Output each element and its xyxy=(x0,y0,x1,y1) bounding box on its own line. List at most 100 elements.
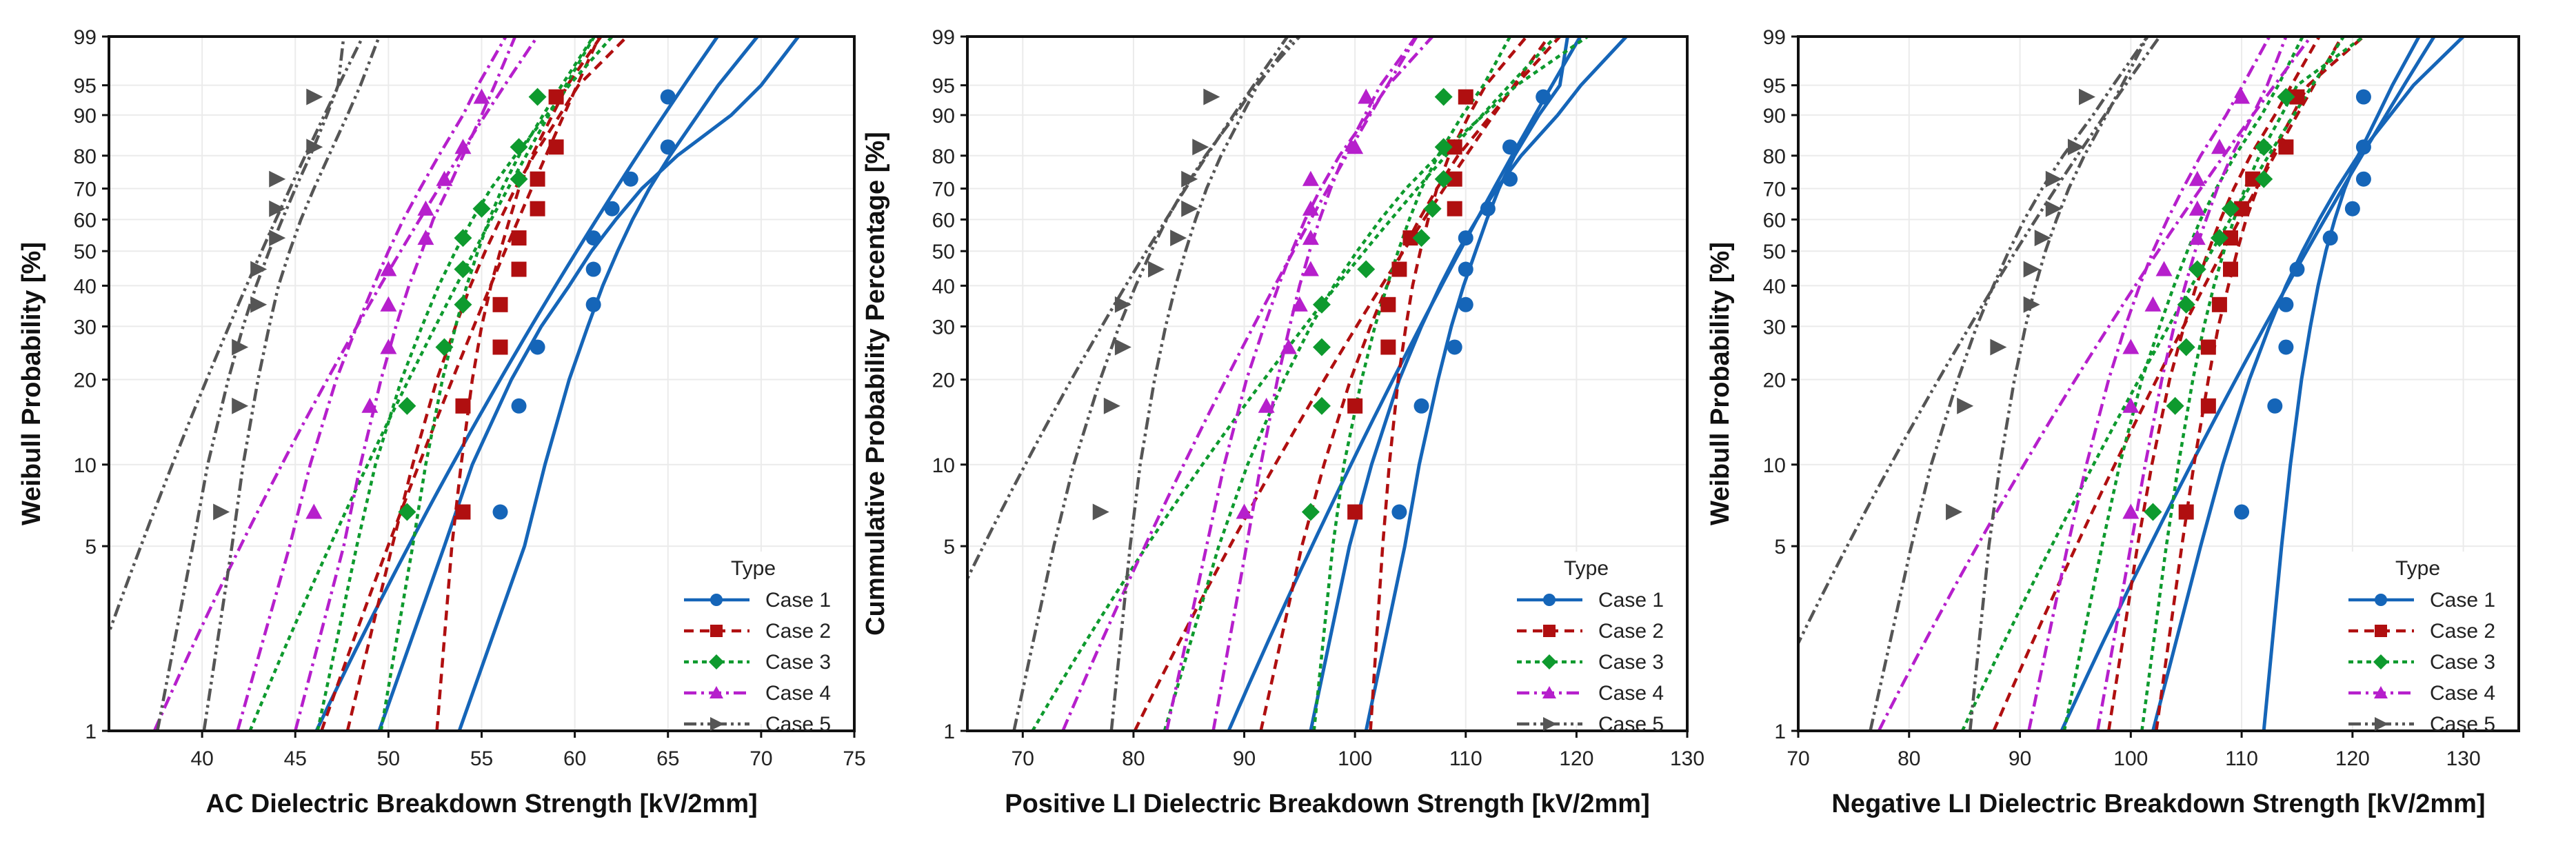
series-2-point-4 xyxy=(2211,296,2227,312)
legend-box xyxy=(2342,552,2510,724)
legend-marker-3 xyxy=(1542,654,1557,669)
series-2-bound-upper xyxy=(345,37,628,731)
series-4-point-4 xyxy=(380,296,397,312)
series-1-point-7 xyxy=(2344,201,2360,216)
series-2-bound-lower xyxy=(435,37,603,731)
series-4-point-8 xyxy=(436,170,453,186)
series-markers xyxy=(213,88,676,521)
y-tick-label: 95 xyxy=(74,75,97,98)
series-2-point-7 xyxy=(2234,201,2250,216)
legend-marker-5 xyxy=(2375,717,2388,731)
series-4-bound-upper xyxy=(2027,37,2271,731)
legend-title: Type xyxy=(1564,557,1609,580)
series-3-point-9 xyxy=(510,138,528,157)
series-1-fit-line xyxy=(314,37,719,731)
series-5-point-6 xyxy=(269,230,286,247)
series-1-point-4 xyxy=(585,296,601,312)
series-1-point-5 xyxy=(585,261,601,277)
y-tick-label: 5 xyxy=(85,536,97,558)
series-5-point-4 xyxy=(1114,296,1131,313)
series-1-point-6 xyxy=(585,230,601,246)
x-tick-label: 75 xyxy=(843,747,865,770)
series-4-point-3 xyxy=(1280,339,1297,354)
series-5-point-8 xyxy=(2045,170,2062,188)
series-3-point-10 xyxy=(1434,88,1453,106)
series-4-point-5 xyxy=(1302,261,1319,276)
x-tick-label: 120 xyxy=(2335,747,2370,770)
series-2-point-6 xyxy=(1402,230,1418,246)
series-5-point-8 xyxy=(269,170,286,188)
series-3-point-9 xyxy=(2255,138,2273,157)
series-2-point-10 xyxy=(2289,89,2305,105)
chart-panel-3: 70 80 90 100 110 120 130 1 5 10 20 30 40 50 60 70 80 90 95… xyxy=(1706,26,2520,818)
series-3-point-2 xyxy=(1312,396,1331,415)
legend-marker-3 xyxy=(709,654,724,669)
series-5-point-1 xyxy=(1946,503,1963,521)
y-tick-label: 70 xyxy=(74,178,97,201)
x-tick-label: 80 xyxy=(1122,747,1145,770)
legend-entry-4: Case 4 xyxy=(1598,682,1664,705)
legend-marker-2 xyxy=(2375,625,2387,637)
series-2-point-6 xyxy=(511,230,527,246)
series-1-point-4 xyxy=(2278,296,2294,312)
x-tick-label: 55 xyxy=(470,747,493,770)
y-tick-label: 50 xyxy=(932,241,955,263)
legend-entry-1: Case 1 xyxy=(765,589,831,612)
series-5-point-3 xyxy=(1990,339,2007,356)
series-3-point-1 xyxy=(1301,503,1320,521)
series-3-bound-upper xyxy=(1163,37,1589,731)
y-tick-label: 30 xyxy=(74,316,97,339)
series-4-point-2 xyxy=(2122,397,2140,413)
legend-title: Type xyxy=(2395,557,2440,580)
series-3-point-8 xyxy=(2255,170,2273,188)
legend-entry-2: Case 2 xyxy=(1598,620,1664,643)
series-2-point-8 xyxy=(1447,171,1462,187)
series-markers xyxy=(1092,88,1551,521)
series-2-point-2 xyxy=(2200,398,2216,414)
series-2-point-9 xyxy=(2278,139,2294,155)
legend-marker-4 xyxy=(1542,686,1556,698)
chart-panel-1: 40 45 50 55 60 65 70 75 1 5 10 20 30 40 50 60 70 80 90 95 99… xyxy=(17,26,866,818)
series-5-point-6 xyxy=(2034,230,2051,247)
series-3-point-8 xyxy=(510,170,528,188)
series-4-point-6 xyxy=(1302,230,1319,245)
series-2-point-2 xyxy=(455,398,471,414)
series-4-point-8 xyxy=(1302,170,1319,186)
series-1-point-2 xyxy=(1413,398,1429,414)
series-4-point-6 xyxy=(417,230,434,245)
legend-title: Type xyxy=(731,557,776,580)
series-3-point-7 xyxy=(1423,199,1442,218)
y-axis-title: Weibull Probability [%] xyxy=(1706,242,1735,525)
series-3-point-3 xyxy=(435,338,454,356)
series-4-point-6 xyxy=(2188,230,2206,245)
y-tick-label: 20 xyxy=(1763,369,1786,392)
series-1-point-3 xyxy=(1447,339,1462,355)
series-1-point-8 xyxy=(1502,171,1518,187)
series-3-point-5 xyxy=(454,260,472,279)
series-markers xyxy=(1946,88,2371,521)
y-tick-label: 30 xyxy=(932,316,955,339)
series-2-point-3 xyxy=(1380,339,1396,355)
series-3-bound-upper xyxy=(2062,37,2304,731)
series-4-point-7 xyxy=(417,200,434,216)
series-2-point-9 xyxy=(1447,139,1462,155)
series-2-point-7 xyxy=(1447,201,1462,216)
series-3-bound-lower xyxy=(2140,37,2365,731)
y-tick-label: 99 xyxy=(1763,26,1786,49)
series-3-point-1 xyxy=(398,503,416,521)
series-3-point-10 xyxy=(528,88,547,106)
series-1-point-9 xyxy=(2355,139,2371,155)
series-4-point-8 xyxy=(2188,170,2206,186)
y-axis-title: Cummulative Probability Percentage [%] xyxy=(861,132,890,636)
series-2-point-8 xyxy=(530,171,545,187)
y-tick-label: 80 xyxy=(1763,145,1786,168)
legend-marker-2 xyxy=(710,625,723,637)
series-2-point-6 xyxy=(2223,230,2238,246)
series-3-point-6 xyxy=(454,229,472,248)
x-tick-label: 90 xyxy=(1233,747,1256,770)
y-axis: 1 5 10 20 30 40 50 60 70 80 90 95 99 xyxy=(932,26,967,743)
series-2-bound-lower xyxy=(1369,37,1528,731)
series-4-point-3 xyxy=(380,339,397,354)
series-1-point-10 xyxy=(660,89,676,105)
